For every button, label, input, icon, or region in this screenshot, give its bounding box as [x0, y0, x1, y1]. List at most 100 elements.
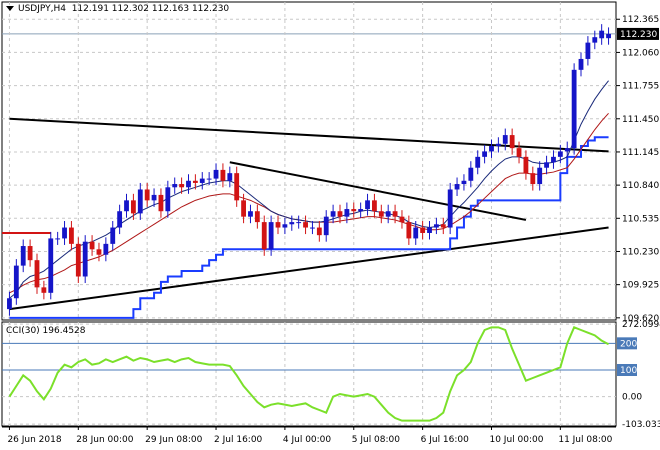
candle[interactable] — [606, 27, 611, 45]
candle[interactable] — [110, 221, 116, 251]
candle[interactable] — [254, 204, 260, 229]
candle[interactable] — [124, 193, 129, 218]
candle[interactable] — [310, 221, 315, 235]
candle[interactable] — [495, 137, 501, 153]
candle[interactable] — [585, 36, 591, 66]
candle[interactable] — [206, 172, 212, 186]
candle[interactable] — [75, 237, 81, 284]
candle[interactable] — [544, 155, 549, 175]
candle[interactable] — [69, 221, 74, 251]
candle[interactable] — [378, 204, 384, 224]
candle[interactable] — [248, 204, 253, 224]
candle[interactable] — [392, 204, 398, 224]
candle[interactable] — [489, 139, 494, 158]
candle[interactable] — [186, 174, 191, 194]
candle[interactable] — [261, 215, 267, 256]
candle-body — [316, 227, 322, 236]
candle[interactable] — [530, 166, 536, 191]
candle[interactable] — [27, 239, 33, 267]
candle[interactable] — [289, 215, 295, 231]
candle[interactable] — [199, 172, 205, 190]
candle[interactable] — [213, 163, 219, 186]
candle[interactable] — [165, 180, 171, 218]
candle[interactable] — [406, 215, 412, 245]
candle[interactable] — [41, 280, 47, 300]
dropdown-triangle-icon[interactable] — [6, 6, 14, 11]
candle[interactable] — [303, 215, 308, 235]
candle[interactable] — [599, 24, 605, 45]
candle[interactable] — [475, 150, 481, 175]
candle[interactable] — [433, 217, 439, 235]
candle[interactable] — [13, 259, 19, 305]
candle[interactable] — [89, 235, 95, 256]
candle[interactable] — [523, 150, 529, 180]
candle[interactable] — [179, 177, 185, 194]
candle[interactable] — [592, 30, 598, 50]
candle[interactable] — [151, 188, 157, 207]
candle[interactable] — [468, 161, 474, 188]
candle[interactable] — [234, 166, 240, 207]
candle[interactable] — [427, 221, 432, 240]
candle[interactable] — [282, 217, 288, 235]
candle[interactable] — [537, 161, 543, 191]
candle[interactable] — [557, 144, 563, 164]
candle[interactable] — [275, 215, 281, 235]
candle[interactable] — [7, 291, 12, 316]
candle[interactable] — [323, 210, 329, 242]
price-panel[interactable] — [1, 1, 617, 321]
candle[interactable] — [137, 182, 143, 220]
candle[interactable] — [358, 202, 364, 218]
candle[interactable] — [117, 204, 123, 235]
candle[interactable] — [144, 182, 150, 207]
candle[interactable] — [461, 174, 467, 191]
candle[interactable] — [192, 174, 198, 190]
candle[interactable] — [454, 177, 460, 196]
candle[interactable] — [55, 231, 61, 245]
candle[interactable] — [316, 221, 322, 242]
candle[interactable] — [344, 202, 350, 224]
candle[interactable] — [516, 141, 522, 164]
candle[interactable] — [571, 63, 577, 155]
candle[interactable] — [564, 141, 570, 158]
candle[interactable] — [20, 239, 26, 273]
candle[interactable] — [158, 188, 164, 218]
candle[interactable] — [172, 177, 178, 194]
candle[interactable] — [482, 144, 488, 164]
candle[interactable] — [241, 193, 246, 224]
candle[interactable] — [227, 166, 233, 188]
candle[interactable] — [82, 235, 88, 284]
resistance-trendline[interactable] — [9, 117, 609, 153]
candle[interactable] — [447, 182, 453, 235]
candle[interactable] — [365, 193, 370, 216]
chart-background — [1, 1, 617, 427]
candle[interactable] — [48, 231, 54, 300]
candle[interactable] — [502, 128, 508, 151]
candle[interactable] — [62, 221, 67, 245]
candle[interactable] — [578, 52, 584, 77]
candle[interactable] — [351, 202, 357, 218]
candle[interactable] — [551, 150, 556, 169]
candle[interactable] — [399, 210, 405, 229]
candle[interactable] — [296, 215, 302, 229]
candle[interactable] — [130, 193, 136, 220]
candle[interactable] — [420, 221, 426, 240]
candle[interactable] — [509, 128, 515, 155]
candle[interactable] — [337, 204, 343, 224]
candle[interactable] — [440, 217, 446, 235]
candle[interactable] — [103, 237, 109, 262]
candle[interactable] — [220, 163, 226, 188]
candle[interactable] — [372, 193, 377, 218]
wedge-trendline[interactable] — [229, 161, 527, 221]
candle[interactable] — [413, 221, 419, 245]
candle[interactable] — [330, 204, 336, 224]
support-trendline[interactable] — [9, 226, 609, 311]
candle[interactable] — [385, 204, 391, 224]
candle-body — [130, 200, 136, 214]
candle[interactable] — [96, 242, 102, 262]
cci-panel[interactable] — [1, 321, 617, 427]
candle[interactable] — [268, 215, 274, 256]
candle[interactable] — [34, 253, 40, 294]
candle-body — [323, 216, 329, 236]
